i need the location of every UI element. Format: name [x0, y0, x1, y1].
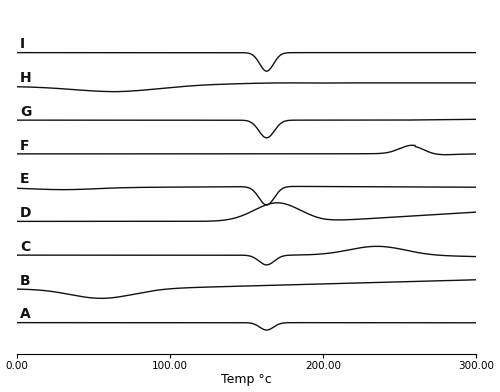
- X-axis label: Temp °c: Temp °c: [222, 374, 272, 387]
- Text: B: B: [20, 274, 30, 288]
- Text: H: H: [20, 71, 32, 85]
- Text: C: C: [20, 240, 30, 254]
- Text: F: F: [20, 138, 30, 152]
- Text: I: I: [20, 37, 25, 51]
- Text: D: D: [20, 206, 32, 220]
- Text: A: A: [20, 307, 31, 321]
- Text: E: E: [20, 172, 30, 186]
- Text: G: G: [20, 105, 32, 119]
